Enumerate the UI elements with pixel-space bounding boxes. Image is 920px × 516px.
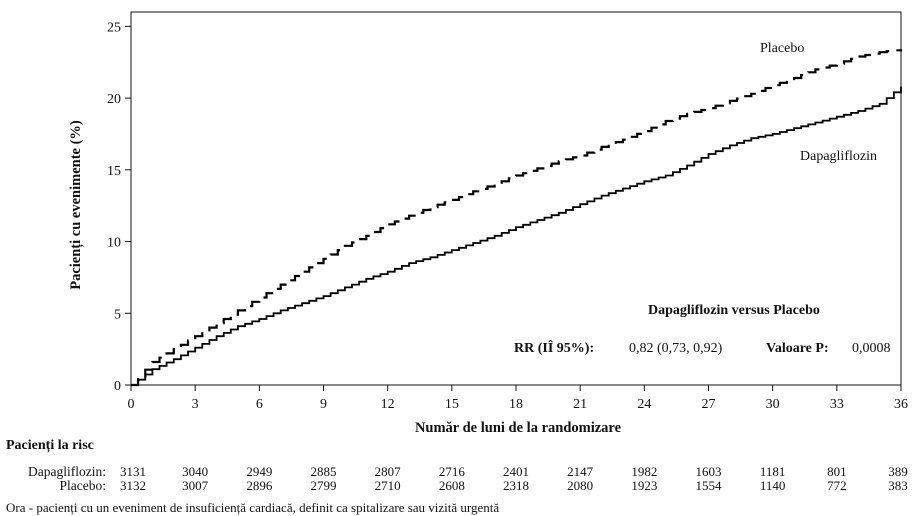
rr-value: 0,82 (0,73, 0,92) [629, 341, 723, 356]
risk-cell: 2896 [246, 478, 273, 493]
risk-cell: 1140 [759, 478, 786, 493]
x-tick-label-3: 9 [320, 397, 327, 412]
y-tick-label-0: 0 [114, 379, 121, 394]
risk-cell: 383 [888, 478, 908, 493]
y-tick-label-1: 5 [114, 307, 121, 322]
x-tick-label-7: 21 [573, 397, 587, 412]
x-tick-label-0: 0 [128, 397, 135, 412]
risk-cell: 1603 [695, 464, 722, 479]
y-tick-label-5: 25 [107, 20, 121, 35]
risk-cell: 2716 [438, 464, 465, 479]
p-value: 0,0008 [852, 341, 891, 356]
risk-cell: 1181 [759, 464, 786, 479]
x-tick-label-9: 27 [702, 397, 716, 412]
risk-cell: 1554 [695, 478, 722, 493]
risk-cell: 2949 [246, 464, 273, 479]
x-axis-title: Număr de luni de la randomizare [415, 420, 622, 436]
series-layer [131, 49, 903, 387]
x-tick-label-1: 3 [192, 397, 199, 412]
y-tick-label-2: 10 [107, 236, 121, 251]
risk-cell: 772 [827, 478, 847, 493]
x-tick-label-2: 6 [256, 397, 263, 412]
risk-cell: 2710 [374, 478, 401, 493]
y-axis-title: Pacienți cu evenimente (%) [68, 120, 84, 290]
risk-cell: 2807 [374, 464, 401, 479]
rr-label: RR (IÎ 95%): [514, 339, 594, 356]
p-value-label: Valoare P: [766, 341, 829, 356]
risk-table-title: Pacienți la risc [6, 438, 94, 453]
x-tick-label-10: 30 [766, 397, 780, 412]
y-tick-label-4: 20 [107, 92, 121, 107]
comparison-title: Dapagliflozin versus Placebo [648, 303, 820, 318]
risk-cell: 2147 [567, 464, 594, 479]
risk-cell: 2885 [310, 464, 337, 479]
x-tick-label-12: 36 [894, 397, 908, 412]
risk-cell: 2318 [503, 478, 529, 493]
x-tick-label-11: 33 [830, 397, 844, 412]
risk-cell: 2608 [438, 478, 465, 493]
dapagliflozin-series-label: Dapagliflozin [800, 149, 877, 164]
x-tick-label-5: 15 [445, 397, 459, 412]
x-tick-label-6: 18 [509, 397, 523, 412]
plot-frame [130, 11, 902, 386]
placebo-series-label: Placebo [760, 41, 804, 56]
x-tick-label-8: 24 [637, 397, 651, 412]
risk-row-label-0: Dapagliflozin: [28, 464, 106, 479]
risk-cell: 3132 [120, 478, 146, 493]
risk-cell: 801 [827, 464, 847, 479]
risk-cell: 389 [888, 464, 908, 479]
risk-cell: 2401 [503, 464, 529, 479]
risk-cell: 2799 [310, 478, 337, 493]
risk-cell: 3131 [120, 464, 146, 479]
placebo-curve [131, 49, 903, 387]
risk-cell: 1923 [631, 478, 658, 493]
risk-cell: 3040 [182, 464, 209, 479]
x-tick-label-4: 12 [381, 397, 395, 412]
footnote: Ora - pacienți cu un eveniment de insufi… [6, 500, 500, 515]
risk-row-label-1: Placebo: [59, 478, 107, 493]
risk-cell: 1982 [631, 464, 658, 479]
risk-cell: 3007 [182, 478, 209, 493]
dapagliflozin-curve [131, 86, 902, 386]
y-tick-label-3: 15 [107, 164, 121, 179]
risk-cell: 2080 [567, 478, 594, 493]
